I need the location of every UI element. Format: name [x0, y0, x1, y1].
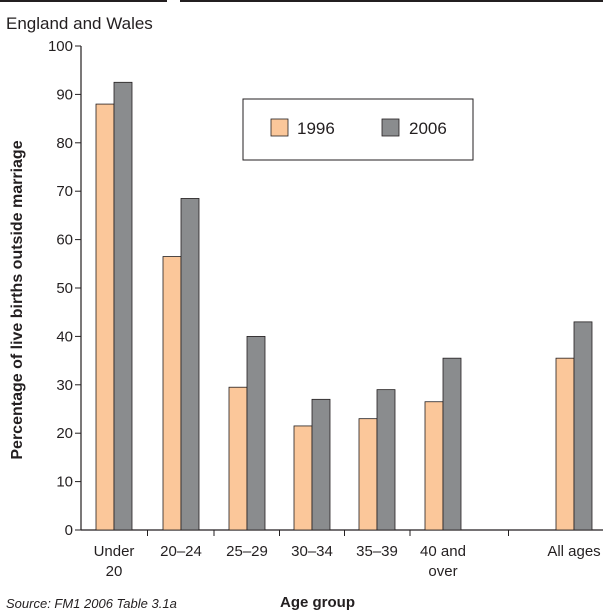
x-tick-label: 40 and: [420, 543, 466, 560]
y-tick-label: 50: [56, 280, 73, 297]
x-tick-label: Under: [94, 543, 135, 560]
x-axis-title: Age group: [280, 594, 355, 611]
bar-1996: [358, 418, 378, 531]
legend-swatch-1996: [270, 118, 289, 137]
header-rule-left: [0, 0, 167, 2]
legend-swatch-2006: [381, 118, 400, 137]
header-rule-right: [180, 0, 603, 2]
x-tick-label: 35–39: [356, 543, 398, 560]
bar-2006: [246, 335, 266, 531]
bar-2006: [113, 81, 133, 531]
bar-1996: [95, 103, 115, 531]
y-tick-label: 40: [56, 328, 73, 345]
y-tick-label: 70: [56, 183, 73, 200]
y-tick-label: 10: [56, 474, 73, 491]
bar-1996: [555, 357, 575, 531]
legend-label-1996: 1996: [297, 119, 335, 138]
bar-1996: [293, 425, 313, 531]
bar-1996: [228, 386, 248, 531]
x-tick-label: over: [428, 563, 457, 580]
y-tick-label: 30: [56, 377, 73, 394]
bar-1996: [424, 401, 444, 531]
chart-subtitle: England and Wales: [6, 14, 153, 33]
bar-2006: [442, 357, 462, 531]
x-tick-label: 25–29: [226, 543, 268, 560]
y-tick-label: 20: [56, 425, 73, 442]
y-tick-label: 80: [56, 135, 73, 152]
x-tick-label: All ages: [547, 543, 600, 560]
x-tick-label: 30–34: [291, 543, 333, 560]
bar-2006: [180, 198, 200, 531]
y-tick-label: 100: [48, 38, 73, 55]
bar-2006: [573, 321, 593, 531]
y-tick-label: 60: [56, 232, 73, 249]
bar-1996: [162, 256, 182, 531]
x-tick-label: 20–24: [160, 543, 202, 560]
y-tick-label: 0: [65, 522, 73, 539]
bar-2006: [311, 398, 331, 531]
source-note: Source: FM1 2006 Table 3.1a: [6, 596, 177, 611]
y-tick-label: 90: [56, 86, 73, 103]
x-tick-label: 20: [106, 563, 123, 580]
bar-2006: [376, 389, 396, 531]
legend-label-2006: 2006: [409, 119, 447, 138]
